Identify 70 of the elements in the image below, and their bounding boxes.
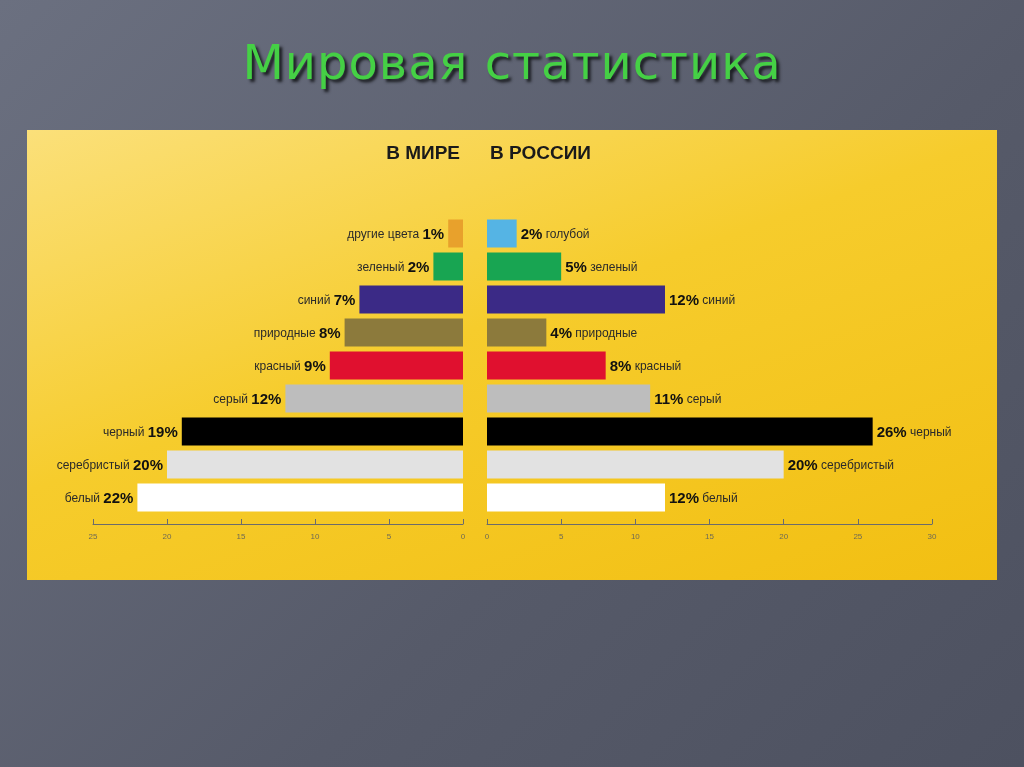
y-tick-label: природные [575,325,638,340]
bar [329,351,463,380]
chart-subtitle: В МИРЕ [386,142,461,163]
data-label: 8% [609,357,632,374]
y-tick-label: черный [102,424,145,439]
bar [487,351,606,380]
x-tick-label: 20 [162,531,172,541]
data-label: 2% [407,258,430,275]
data-label: 19% [147,423,178,440]
data-label: 4% [550,324,573,341]
x-tick-label: 5 [558,531,564,541]
bar [137,483,463,512]
chart-title: Мировая статистика [241,33,783,92]
bar [181,417,463,446]
bar [167,450,463,479]
y-tick-label: синий [702,292,736,307]
bar [487,252,562,281]
y-tick-label: красный [634,358,682,373]
bar [487,384,651,413]
bar [487,417,873,446]
x-tick-label: 15 [236,531,246,541]
x-tick-label: 10 [310,531,320,541]
data-label: 12% [669,489,700,506]
y-tick-label: серебристый [56,457,130,472]
y-tick-label: серый [686,391,722,406]
y-tick-label: другие цвета [347,226,420,241]
x-tick-label: 0 [484,531,490,541]
x-tick-label: 20 [779,531,789,541]
data-label: 26% [876,423,907,440]
data-label: 12% [669,291,700,308]
x-tick-label: 30 [927,531,937,541]
y-tick-label: голубой [545,226,590,241]
y-tick-label: природные [253,325,316,340]
y-tick-label: зеленый [590,259,638,274]
y-tick-label: белый [64,490,101,505]
x-tick-label: 0 [460,531,466,541]
y-tick-label: зеленый [357,259,405,274]
chart-subtitle: В РОССИИ [490,142,591,163]
bar [344,318,463,347]
data-label: 22% [103,489,134,506]
bar [433,252,463,281]
y-tick-label: белый [702,490,738,505]
data-label: 20% [787,456,818,473]
data-label: 12% [251,390,282,407]
x-tick-label: 25 [853,531,863,541]
y-tick-label: синий [297,292,331,307]
x-tick-label: 5 [386,531,392,541]
x-tick-label: 15 [705,531,715,541]
bar [487,285,665,314]
bar [487,450,784,479]
data-label: 9% [304,357,326,374]
bar [487,318,547,347]
data-label: 7% [333,291,356,308]
bar [487,483,665,512]
data-label: 20% [132,456,163,473]
data-label: 1% [422,225,445,242]
bar [285,384,463,413]
bar [487,219,517,248]
y-tick-label: серебристый [821,457,894,472]
bar [448,219,463,248]
y-tick-label: серый [213,391,249,406]
data-label: 5% [565,258,587,275]
data-label: 2% [520,225,543,242]
y-tick-label: красный [254,358,301,373]
data-label: 11% [654,390,684,407]
data-label: 8% [318,324,341,341]
x-tick-label: 10 [630,531,641,541]
y-tick-label: черный [910,424,952,439]
bar [359,285,463,314]
x-tick-label: 25 [88,531,98,541]
